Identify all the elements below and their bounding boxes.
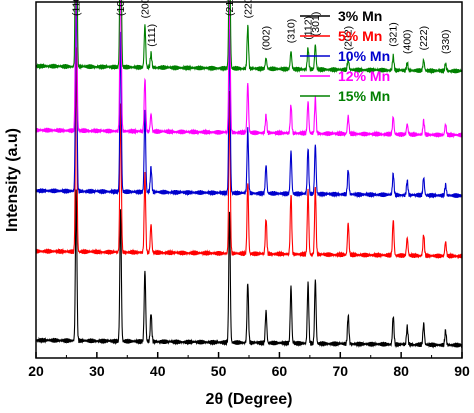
- peak-label: (400): [402, 29, 414, 54]
- series-line: [35, 0, 463, 199]
- legend-label: 5% Mn: [338, 28, 382, 44]
- annotation-layer: (110) (101) (200) (111) (211) (220) (002) (310)…: [71, 0, 452, 54]
- series-line: [35, 0, 463, 139]
- x-tick-label: 50: [211, 363, 227, 379]
- x-tick-label: 40: [150, 363, 166, 379]
- y-axis-title: Intensity (a.u): [4, 128, 21, 232]
- peak-label: (101): [115, 0, 127, 16]
- x-tick-label: 60: [272, 363, 288, 379]
- peak-label: (111): [146, 24, 158, 47]
- peak-label: (220): [242, 0, 254, 18]
- series-layer: [35, 0, 463, 349]
- peak-label: (330): [440, 29, 452, 54]
- peak-label: (202): [343, 26, 355, 51]
- peak-label: (110): [71, 0, 83, 16]
- peak-label: (301): [310, 12, 322, 37]
- ticks-layer: 20 30 40 50 60 70 80 90: [28, 352, 470, 379]
- x-tick-label: 70: [332, 363, 348, 379]
- peak-label: (112): [303, 16, 315, 40]
- legend-label: 3% Mn: [338, 8, 382, 24]
- peak-label: (002): [261, 26, 273, 51]
- x-tick-label: 80: [393, 363, 409, 379]
- legend-label: 10% Mn: [338, 48, 390, 64]
- peak-label: (222): [418, 26, 430, 51]
- series-line: [35, 0, 463, 75]
- peak-label: (321): [388, 22, 400, 47]
- x-axis-title: 2θ (Degree): [206, 391, 293, 408]
- peak-label: (310): [286, 19, 298, 44]
- legend-label: 15% Mn: [338, 88, 390, 104]
- x-tick-label: 20: [28, 363, 44, 379]
- x-tick-label: 30: [89, 363, 105, 379]
- legend: 3% Mn 5% Mn 10% Mn 12% Mn 15% Mn: [300, 8, 390, 104]
- peak-label: (211): [224, 0, 236, 16]
- x-tick-label: 90: [454, 363, 470, 379]
- series-line: [35, 47, 463, 260]
- peak-label: (200): [139, 0, 151, 18]
- legend-label: 12% Mn: [338, 68, 390, 84]
- series-line: [35, 189, 463, 349]
